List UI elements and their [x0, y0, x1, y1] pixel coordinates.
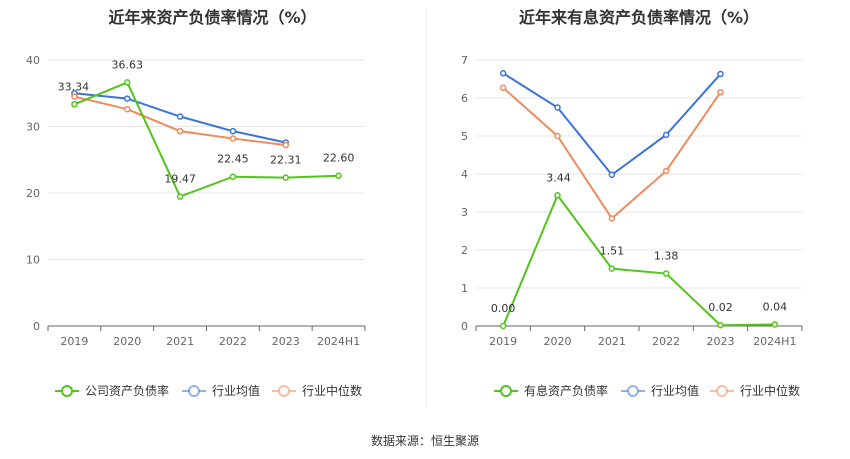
- legend-label: 行业均值: [212, 383, 260, 398]
- data-label: 33.34: [58, 80, 90, 93]
- data-point: [499, 70, 507, 77]
- data-point: [608, 215, 616, 222]
- data-point: [229, 135, 237, 142]
- data-label: 3.44: [546, 171, 571, 184]
- legend-marker: [716, 385, 728, 397]
- data-label: 36.63: [112, 58, 144, 71]
- data-point: [608, 171, 616, 179]
- data-point: [124, 105, 131, 113]
- y-tick-label: 7: [461, 54, 468, 67]
- x-tick-label: 2023: [272, 335, 300, 348]
- series-line: [502, 72, 722, 177]
- x-tick-label: 2019: [60, 335, 88, 348]
- data-label: 22.45: [217, 153, 249, 166]
- data-point: [71, 93, 78, 100]
- legend-marker: [500, 385, 512, 397]
- x-tick-label: 2021: [166, 335, 194, 348]
- data-point: [176, 113, 184, 120]
- data-point: [771, 321, 779, 328]
- chart-title: 近年来有息资产负债率情况（%）: [518, 8, 760, 27]
- legend-label: 公司资产负债率: [85, 383, 169, 398]
- data-point: [499, 322, 507, 330]
- data-point: [662, 270, 670, 277]
- x-tick-label: 2021: [598, 335, 626, 348]
- data-label: 0.00: [491, 302, 516, 315]
- chart-divider: [426, 10, 427, 408]
- series-line: [74, 81, 339, 198]
- data-point: [282, 141, 289, 149]
- legend-label: 行业中位数: [740, 383, 800, 398]
- data-point: [554, 132, 561, 140]
- y-tick-label: 10: [26, 254, 40, 267]
- data-label: 22.60: [323, 152, 355, 165]
- data-label: 1.38: [654, 250, 679, 263]
- data-point: [71, 101, 78, 108]
- y-tick-label: 20: [26, 187, 40, 200]
- data-label: 19.47: [164, 173, 196, 186]
- series-line: [502, 193, 775, 327]
- data-point: [554, 192, 561, 199]
- data-point: [176, 193, 184, 200]
- chart-title: 近年来资产负债率情况（%）: [108, 8, 317, 27]
- legend-label: 行业均值: [651, 383, 699, 398]
- y-tick-label: 3: [461, 206, 468, 219]
- legend-label: 有息资产负债率: [524, 383, 608, 398]
- data-label: 0.04: [763, 300, 788, 313]
- y-tick-label: 6: [461, 92, 468, 105]
- y-tick-label: 5: [461, 130, 468, 143]
- legend-label: 行业中位数: [302, 383, 362, 398]
- x-tick-label: 2022: [652, 335, 680, 348]
- y-tick-label: 1: [461, 282, 468, 295]
- interest-bearing-debt-ratio-plot: 0 1 2 3 4 5 6 7 2019 2020 2021 2022 2023 2024H1 0.00 3.…: [461, 54, 803, 398]
- series-line: [74, 95, 286, 147]
- data-point: [229, 173, 237, 180]
- data-point: [176, 127, 184, 135]
- interest-bearing-debt-ratio-chart: 近年来有息资产负债率情况（%） 0 1 2 3 4 5 6 7 2019 2020 2021 2022…: [428, 0, 850, 410]
- data-point: [229, 127, 237, 135]
- data-point: [717, 321, 724, 329]
- x-tick-label: 2020: [544, 335, 572, 348]
- y-tick-label: 0: [33, 320, 40, 333]
- x-tick-label: 2023: [707, 335, 735, 348]
- data-point: [662, 131, 670, 139]
- data-point: [124, 79, 131, 86]
- legend-marker: [188, 385, 200, 397]
- x-tick-label: 2020: [113, 335, 141, 348]
- legend-item: 行业均值: [182, 383, 260, 398]
- data-label: 1.51: [600, 245, 625, 258]
- legend-item: 行业中位数: [710, 383, 800, 398]
- data-point: [554, 104, 561, 111]
- data-point: [499, 84, 507, 91]
- data-point: [282, 174, 289, 181]
- y-tick-label: 4: [461, 168, 468, 181]
- y-tick-label: 0: [461, 320, 468, 333]
- data-point: [124, 95, 131, 102]
- y-tick-label: 2: [461, 244, 468, 257]
- data-point: [717, 89, 724, 96]
- data-point: [717, 70, 724, 78]
- data-point: [608, 265, 616, 272]
- x-tick-label: 2024H1: [753, 335, 796, 348]
- legend-marker: [278, 385, 290, 397]
- legend-marker: [61, 385, 73, 397]
- x-tick-label: 2019: [489, 335, 517, 348]
- data-label: 22.31: [270, 154, 302, 167]
- x-tick-label: 2024H1: [317, 335, 360, 348]
- y-tick-label: 40: [26, 54, 40, 67]
- legend-item: 行业均值: [621, 383, 699, 398]
- x-tick-label: 2022: [219, 335, 247, 348]
- debt-ratio-plot: 0 10 20 30 40 2019 2020 2021 2022 2023 2024H1 33.34…: [26, 54, 366, 398]
- data-point: [335, 172, 342, 179]
- legend-item: 公司资产负债率: [55, 383, 169, 398]
- series-line: [502, 86, 722, 220]
- data-source-note: 数据来源：恒生聚源: [370, 434, 479, 448]
- data-label: 0.02: [708, 301, 733, 314]
- data-point: [662, 167, 670, 175]
- y-tick-label: 30: [26, 121, 40, 134]
- legend-marker: [627, 385, 639, 397]
- legend-item: 行业中位数: [272, 383, 362, 398]
- debt-ratio-chart: 近年来资产负债率情况（%） 0 10 20 30 40 2019 2020 2021 2022 2…: [0, 0, 425, 410]
- legend-item: 有息资产负债率: [494, 383, 608, 398]
